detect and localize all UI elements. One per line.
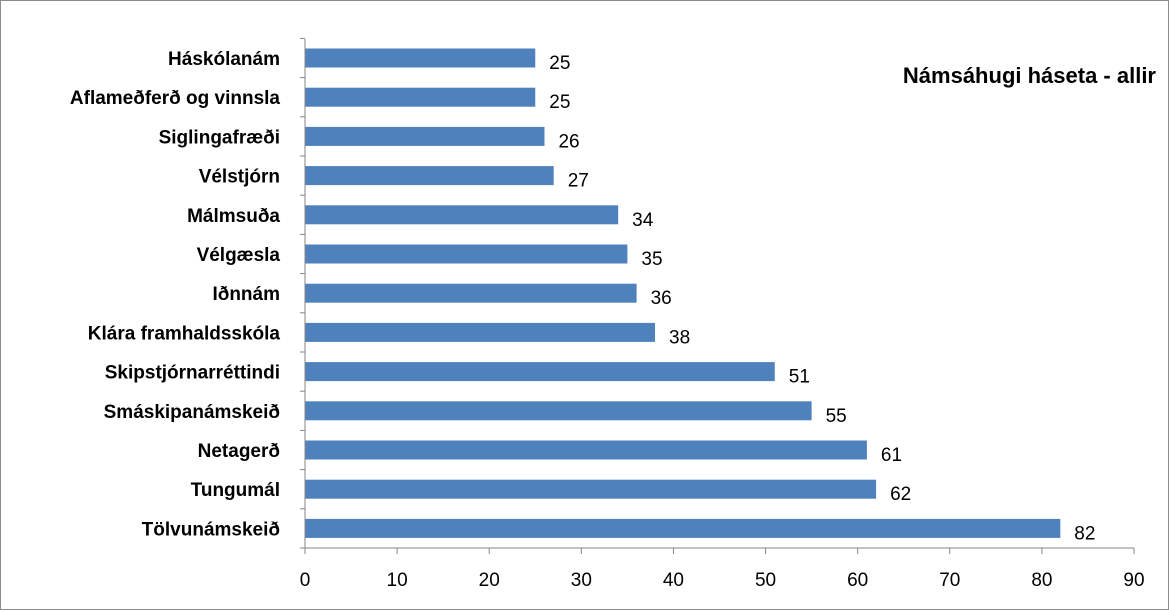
category-label: Iðnnám: [212, 284, 280, 305]
data-label: 61: [881, 445, 902, 466]
x-tick-label: 20: [479, 570, 500, 591]
category-label: Vélstjórn: [199, 167, 280, 188]
bar: [305, 244, 628, 264]
bar: [305, 322, 656, 342]
category-label: Siglingafræði: [159, 127, 280, 148]
data-label: 35: [641, 249, 662, 270]
x-tick-label: 80: [1031, 570, 1052, 591]
x-tick-label: 70: [939, 570, 960, 591]
category-label: Netagerð: [198, 441, 280, 462]
bar: [305, 401, 812, 421]
bars-group: [305, 48, 1061, 538]
data-label: 38: [669, 327, 690, 348]
bar: [305, 479, 877, 499]
x-tick-label: 10: [387, 570, 408, 591]
x-tick-label: 40: [663, 570, 684, 591]
category-label: Skipstjórnarréttindi: [105, 363, 280, 384]
bar: [305, 283, 637, 303]
category-label: Tölvunámskeið: [142, 519, 280, 540]
x-axis: 0 10 20 30 40 50 60 70 80 90: [300, 37, 1145, 591]
chart-title: Námsáhugi háseta - allir: [903, 63, 1157, 88]
data-label: 25: [549, 53, 570, 74]
x-tick-label: 0: [300, 570, 311, 591]
bar: [305, 518, 1061, 538]
bar: [305, 440, 867, 460]
category-label: Háskólanám: [168, 49, 280, 70]
data-label: 55: [826, 406, 847, 427]
category-label: Tungumál: [191, 480, 280, 501]
x-tick-label: 30: [571, 570, 592, 591]
data-label: 34: [632, 210, 654, 231]
data-label: 82: [1074, 523, 1095, 544]
value-labels: 25 25 26 27 34 35 36 38 51 55 61 62 82: [549, 53, 1095, 544]
x-tick-label: 50: [755, 570, 776, 591]
category-label: Smáskipanámskeið: [104, 402, 280, 423]
bar: [305, 166, 554, 186]
bar: [305, 362, 775, 382]
bar: [305, 126, 545, 146]
data-label: 62: [890, 484, 911, 505]
category-label: Aflameðferð og vinnsla: [70, 88, 281, 109]
category-label: Klára framhaldsskóla: [88, 323, 281, 344]
bar: [305, 205, 619, 225]
data-label: 36: [651, 288, 672, 309]
x-tick-label: 90: [1123, 570, 1144, 591]
data-label: 26: [558, 131, 579, 152]
category-label: Vélgæsla: [197, 245, 281, 266]
data-label: 51: [789, 367, 810, 388]
category-labels: Háskólanám Aflameðferð og vinnsla Siglinga…: [70, 49, 281, 540]
bar: [305, 48, 536, 68]
category-label: Málmsuða: [187, 206, 280, 227]
data-label: 25: [549, 92, 570, 113]
x-tick-label: 60: [847, 570, 868, 591]
data-label: 27: [568, 171, 589, 192]
bar: [305, 87, 536, 107]
